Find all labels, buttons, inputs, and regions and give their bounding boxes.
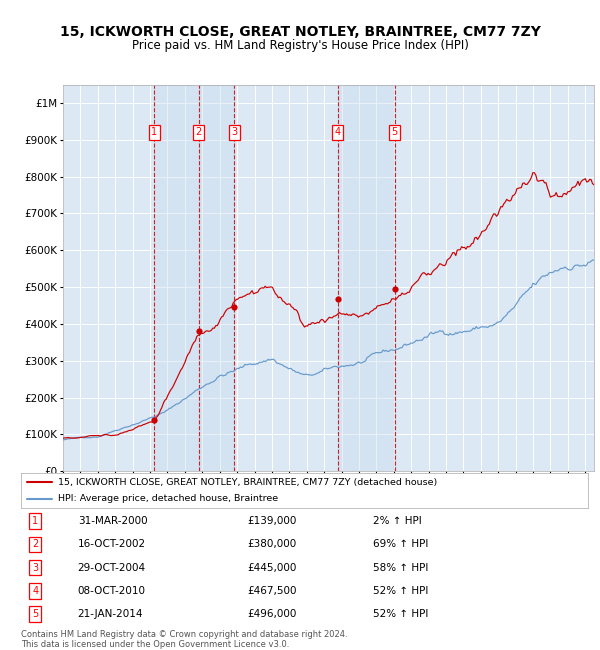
Text: 1: 1 — [151, 127, 157, 137]
Text: £467,500: £467,500 — [248, 586, 298, 596]
Text: £139,000: £139,000 — [248, 516, 297, 526]
Text: This data is licensed under the Open Government Licence v3.0.: This data is licensed under the Open Gov… — [21, 640, 289, 649]
Text: 3: 3 — [231, 127, 237, 137]
Bar — [199, 84, 234, 471]
Bar — [338, 84, 395, 471]
Text: 29-OCT-2004: 29-OCT-2004 — [78, 563, 146, 573]
Text: HPI: Average price, detached house, Braintree: HPI: Average price, detached house, Brai… — [58, 494, 278, 503]
Text: 2: 2 — [32, 540, 38, 549]
Text: £380,000: £380,000 — [248, 540, 297, 549]
Text: 31-MAR-2000: 31-MAR-2000 — [78, 516, 148, 526]
Text: 08-OCT-2010: 08-OCT-2010 — [78, 586, 146, 596]
Text: £445,000: £445,000 — [248, 563, 297, 573]
Text: 16-OCT-2002: 16-OCT-2002 — [78, 540, 146, 549]
Text: Price paid vs. HM Land Registry's House Price Index (HPI): Price paid vs. HM Land Registry's House … — [131, 39, 469, 52]
Text: 5: 5 — [392, 127, 398, 137]
Text: 2: 2 — [196, 127, 202, 137]
Text: 4: 4 — [32, 586, 38, 596]
Text: 52% ↑ HPI: 52% ↑ HPI — [373, 586, 428, 596]
Text: 4: 4 — [334, 127, 341, 137]
Text: 3: 3 — [32, 563, 38, 573]
Text: £496,000: £496,000 — [248, 609, 297, 619]
Text: 1: 1 — [32, 516, 38, 526]
Text: 15, ICKWORTH CLOSE, GREAT NOTLEY, BRAINTREE, CM77 7ZY: 15, ICKWORTH CLOSE, GREAT NOTLEY, BRAINT… — [59, 25, 541, 39]
Text: 21-JAN-2014: 21-JAN-2014 — [78, 609, 143, 619]
Bar — [154, 84, 199, 471]
Text: Contains HM Land Registry data © Crown copyright and database right 2024.: Contains HM Land Registry data © Crown c… — [21, 630, 347, 639]
Text: 5: 5 — [32, 609, 38, 619]
Text: 2% ↑ HPI: 2% ↑ HPI — [373, 516, 421, 526]
Text: 15, ICKWORTH CLOSE, GREAT NOTLEY, BRAINTREE, CM77 7ZY (detached house): 15, ICKWORTH CLOSE, GREAT NOTLEY, BRAINT… — [58, 478, 437, 487]
Text: 69% ↑ HPI: 69% ↑ HPI — [373, 540, 428, 549]
Text: 58% ↑ HPI: 58% ↑ HPI — [373, 563, 428, 573]
Text: 52% ↑ HPI: 52% ↑ HPI — [373, 609, 428, 619]
